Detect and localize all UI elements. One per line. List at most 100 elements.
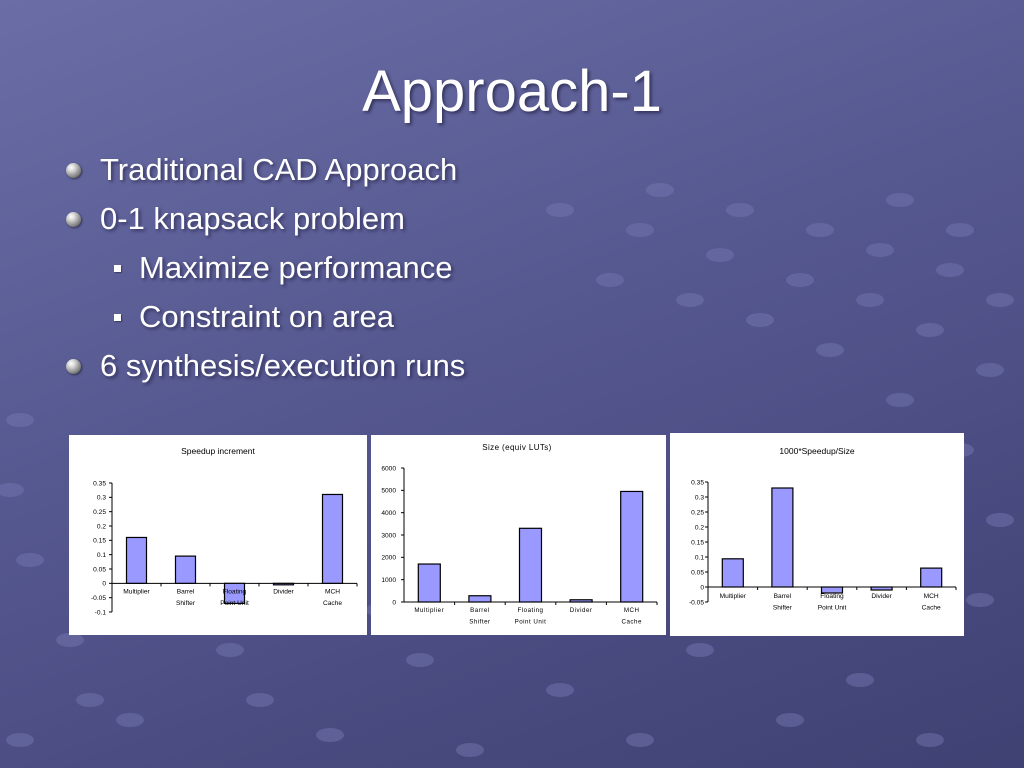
sphere-bullet-icon (66, 162, 81, 178)
bullet-text: Maximize performance (139, 250, 453, 285)
background-dot (546, 203, 574, 217)
bullet-text: 6 synthesis/execution runs (100, 348, 466, 383)
sub-bullet-item: Maximize performance (114, 248, 453, 288)
y-tick-label: 0.2 (695, 524, 704, 531)
background-dot (806, 223, 834, 237)
y-tick-label: 2000 (381, 555, 396, 562)
x-tick-label: Floating (223, 588, 247, 595)
x-tick-label: Shifter (773, 605, 793, 612)
bar (223, 582, 246, 604)
background-dot (936, 263, 964, 277)
background-dot (746, 313, 774, 327)
bar (620, 490, 644, 603)
y-tick-label: 3000 (381, 532, 396, 539)
bullet-item: 0-1 knapsack problem (66, 199, 405, 239)
chart-title: Speedup increment (181, 446, 255, 456)
chart-svg: Size (equiv LUTs) 6000 5000 4000 3000 2000 10… (381, 443, 658, 626)
bar (920, 567, 943, 588)
y-tick-label: 0.05 (691, 569, 704, 576)
background-dot (686, 643, 714, 657)
bar (771, 487, 794, 588)
x-tick-label: MCH (325, 588, 340, 595)
x-tick-label: Barrel (177, 588, 195, 595)
bar (417, 563, 441, 603)
bar (721, 558, 744, 588)
y-tick-label: -0.05 (91, 595, 106, 602)
background-dot (886, 193, 914, 207)
y-tick-label: 0.25 (691, 509, 704, 516)
y-tick-label: 0 (392, 599, 396, 606)
background-dot (246, 693, 274, 707)
y-tick-label: 0.2 (97, 523, 106, 530)
background-dot (916, 733, 944, 747)
y-tick-label: 1000 (381, 577, 396, 584)
background-dot (76, 693, 104, 707)
background-dot (866, 243, 894, 257)
background-dot (976, 363, 1004, 377)
bar (174, 555, 197, 584)
y-tick-label: 0.05 (93, 566, 106, 573)
bullet-item: 6 synthesis/execution runs (66, 346, 465, 386)
x-tick-label: Multiplier (123, 588, 150, 595)
x-tick-label: Cache (922, 605, 941, 612)
sphere-bullet-icon (66, 211, 81, 227)
background-dot (986, 293, 1014, 307)
y-tick-label: 0.35 (93, 480, 106, 487)
background-dot (626, 733, 654, 747)
y-tick-label: -0.1 (95, 609, 107, 616)
x-tick-label: Shifter (176, 600, 196, 607)
background-dot (886, 393, 914, 407)
y-tick-label: 0.25 (93, 509, 106, 516)
x-tick-label: Floating (517, 607, 543, 614)
background-dot (986, 513, 1014, 527)
x-tick-label: MCH (924, 593, 939, 600)
x-tick-label: Cache (622, 619, 642, 626)
bar (870, 586, 893, 591)
background-dot (946, 223, 974, 237)
background-dot (776, 713, 804, 727)
background-dot (846, 673, 874, 687)
y-tick-label: 0.3 (695, 494, 704, 501)
bar (321, 493, 344, 584)
x-tick-label: MCH (624, 607, 640, 614)
x-tick-label: Barrel (470, 607, 490, 614)
background-dot (16, 553, 44, 567)
speedup-increment-chart: Speedup increment 0.35 0.3 0.25 0.2 0.15 0.1 0… (69, 435, 367, 635)
chart-svg: 1000*Speedup/Size 0.35 0.3 0.25 0.2 0.15 0.1 0… (689, 446, 957, 612)
chart-title: Size (equiv LUTs) (482, 443, 552, 452)
y-tick-label: 0.3 (97, 495, 106, 502)
bullet-text: Constraint on area (139, 299, 395, 334)
background-dot (646, 183, 674, 197)
background-dot (0, 483, 24, 497)
background-dot (816, 343, 844, 357)
background-dot (626, 223, 654, 237)
x-tick-label: Floating (820, 593, 844, 600)
y-tick-label: 0.1 (695, 554, 704, 561)
bullet-text: 0-1 knapsack problem (100, 201, 405, 236)
y-tick-label: 0.35 (691, 479, 704, 486)
x-tick-label: Barrel (774, 593, 792, 600)
background-dot (6, 733, 34, 747)
y-tick-label: 0 (700, 584, 704, 591)
bar (125, 536, 148, 584)
x-tick-label: Divider (273, 588, 294, 595)
background-dot (706, 248, 734, 262)
x-tick-label: Point Unit (818, 605, 847, 612)
x-tick-label: Divider (570, 607, 593, 614)
background-dot (596, 273, 624, 287)
background-dot (6, 413, 34, 427)
bullet-text: Traditional CAD Approach (100, 152, 458, 187)
slide-title: Approach-1 (362, 59, 662, 124)
y-tick-label: 0.1 (97, 552, 106, 559)
background-dot (916, 323, 944, 337)
bar (518, 527, 543, 603)
x-tick-label: Cache (323, 600, 342, 607)
speedup-per-size-chart: 1000*Speedup/Size 0.35 0.3 0.25 0.2 0.15 0.1 0… (670, 433, 964, 636)
background-dot (546, 683, 574, 697)
background-dot (786, 273, 814, 287)
x-tick-label: Divider (871, 593, 892, 600)
square-bullet-icon (114, 313, 121, 321)
background-dot (456, 743, 484, 757)
y-tick-label: 0.15 (93, 538, 106, 545)
y-tick-label: 6000 (381, 465, 396, 472)
